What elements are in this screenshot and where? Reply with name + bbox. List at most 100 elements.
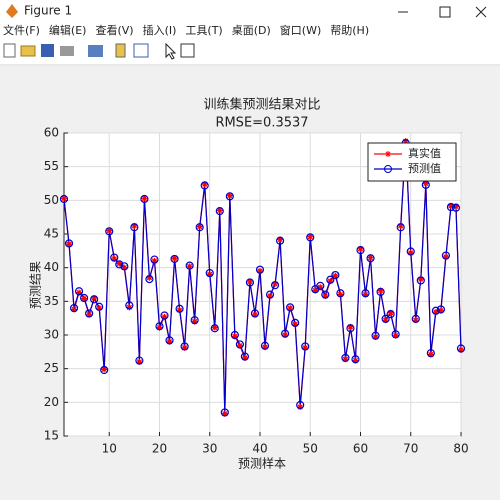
y-tick-label: 25 [44,361,59,375]
point-marker [456,344,466,353]
point-marker [406,247,415,256]
point-marker [346,324,355,333]
point-marker [231,333,238,340]
menu-item[interactable]: 文件(F) [3,23,40,37]
point-marker [451,203,461,212]
point-marker [175,304,184,313]
point-marker [226,192,233,199]
save-icon[interactable] [41,44,54,57]
point-marker [265,290,275,299]
point-marker [86,311,93,318]
point-marker [291,318,300,327]
point-marker [201,181,208,188]
point-marker [275,236,285,245]
menu-item[interactable]: 窗口(W) [280,23,321,37]
point-marker [236,342,243,349]
print-icon[interactable] [60,46,74,56]
point-marker [215,207,224,216]
point-marker [357,245,364,252]
y-tick-label: 40 [44,260,59,274]
point-marker [91,294,98,301]
property-icon[interactable] [180,43,195,58]
menu-item[interactable]: 查看(V) [95,23,133,37]
close-button[interactable] [475,6,487,18]
point-marker [447,202,454,209]
point-marker [74,287,84,296]
legend-icon[interactable] [133,43,149,58]
point-marker [356,246,365,255]
open-icon[interactable] [20,45,36,57]
point-marker [185,261,194,270]
point-marker [230,330,239,340]
point-marker [262,344,269,351]
point-marker [76,289,83,296]
point-marker [116,260,123,267]
point-marker [186,263,193,270]
x-tick-label: 50 [303,442,318,456]
point-marker [446,202,456,212]
legend-marker [384,165,392,173]
point-marker [96,305,103,312]
point-marker [145,275,154,284]
point-marker [351,355,360,364]
y-tick-label: 35 [44,294,59,308]
point-marker [155,322,164,331]
point-marker [287,305,294,312]
point-marker [297,404,304,411]
toolbar [3,42,195,60]
point-marker [441,251,451,260]
point-marker [321,290,330,299]
chart-subtitle: RMSE=0.3537 [215,116,308,131]
point-marker [85,309,94,318]
point-marker [160,311,169,320]
chart-title: 训练集预测结果对比 [203,97,320,113]
point-marker [377,287,384,294]
point-marker [387,309,394,316]
point-marker [141,195,148,202]
point-marker [260,341,270,350]
menu-item[interactable]: 插入(I) [143,23,177,37]
point-marker [381,314,390,323]
point-marker [437,307,444,314]
colorbar-icon[interactable] [115,43,126,58]
point-marker [327,278,334,285]
point-marker [59,194,69,204]
point-marker [407,249,414,256]
point-marker [190,316,199,325]
point-marker [241,354,248,361]
point-marker [282,332,289,338]
maximize-button[interactable] [439,6,451,18]
point-marker [165,336,174,345]
point-marker [156,324,163,331]
point-marker [286,303,295,312]
point-marker [205,268,214,278]
point-marker [372,334,379,341]
x-tick-label: 30 [202,442,217,456]
point-marker [95,302,104,311]
new-icon[interactable] [3,43,16,58]
point-marker [402,138,409,145]
y-axis-label: 预测结果 [29,261,43,309]
point-marker [302,344,309,351]
point-marker [301,342,310,351]
link-icon[interactable] [88,45,103,57]
menu-item[interactable]: 帮助(H) [330,23,369,37]
y-tick-label: 30 [44,328,59,342]
point-marker [115,260,124,269]
point-marker [180,342,189,351]
legend-box [367,142,457,182]
menu-item[interactable]: 工具(T) [185,24,222,37]
app-icon [6,4,18,18]
pointer-icon[interactable] [165,42,177,60]
point-marker [411,314,420,323]
x-tick-label: 40 [252,442,267,456]
point-marker [235,340,244,349]
point-marker [71,306,78,313]
menu-item[interactable]: 桌面(D) [232,24,271,37]
point-marker [332,272,339,279]
point-marker [110,253,119,262]
point-marker [166,338,173,345]
menu-item[interactable]: 编辑(E) [49,23,87,37]
point-marker [126,304,133,311]
legend-label: 预测值 [408,162,441,175]
